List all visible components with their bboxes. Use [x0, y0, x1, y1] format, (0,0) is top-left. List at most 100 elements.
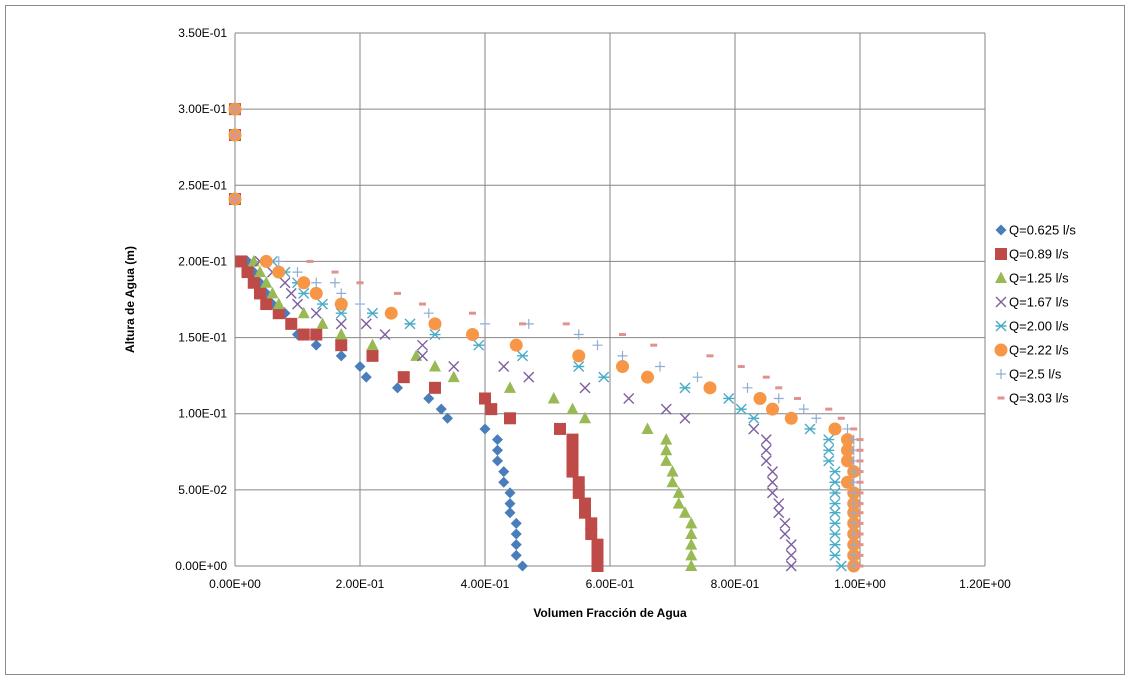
data-point	[811, 413, 822, 424]
x-tick-label: 2.00E-01	[336, 577, 385, 591]
data-point	[335, 307, 347, 319]
data-point	[619, 333, 626, 337]
data-point	[829, 476, 841, 488]
data-point	[366, 349, 379, 362]
data-point	[784, 411, 798, 425]
legend: Q=0.625 l/s Q=0.89 l/s Q=1.25 l/s Q=1.67 l/…	[994, 223, 1076, 406]
data-point	[429, 329, 441, 341]
data-point	[310, 339, 322, 351]
data-point	[417, 350, 428, 362]
data-point	[785, 539, 797, 551]
data-point	[379, 329, 391, 341]
y-axis-tick-labels: 0.00E+00 5.00E-02 1.00E-01 1.50E-01 2.00E-01…	[175, 26, 227, 573]
legend-label: Q=3.03 l/s	[1009, 391, 1069, 406]
data-point	[591, 538, 604, 551]
data-point	[767, 466, 778, 478]
data-point	[336, 288, 347, 299]
legend-marker	[997, 396, 1005, 400]
data-point	[309, 286, 323, 300]
legend-marker	[995, 248, 1007, 260]
data-point	[775, 386, 783, 390]
series-4	[229, 103, 797, 572]
data-point	[510, 549, 522, 561]
x-tick-label: 1.20E+00	[959, 577, 1011, 591]
gridlines	[234, 32, 986, 567]
data-point	[509, 338, 523, 352]
data-point	[260, 298, 273, 311]
data-point	[316, 317, 329, 329]
data-point	[429, 381, 441, 394]
data-point	[623, 392, 635, 404]
data-point	[591, 560, 604, 572]
data-point	[829, 528, 841, 540]
data-point	[272, 297, 285, 310]
data-point	[394, 291, 401, 295]
data-point	[856, 502, 864, 506]
data-point	[829, 507, 841, 519]
data-point	[641, 370, 654, 384]
data-point	[410, 349, 423, 361]
data-point	[828, 422, 842, 436]
data-point	[492, 434, 503, 446]
data-point	[517, 350, 528, 362]
data-point	[241, 266, 254, 279]
legend-label: Q=2.22 l/s	[1009, 343, 1069, 358]
legend-item: Q=0.89 l/s	[995, 247, 1069, 262]
data-point	[504, 412, 516, 425]
legend-item: Q=2.22 l/s	[994, 343, 1069, 358]
data-point	[473, 339, 485, 351]
data-point	[773, 393, 784, 404]
data-point	[331, 270, 339, 274]
x-tick-label: 8.00E-01	[711, 577, 760, 591]
data-point	[254, 287, 266, 300]
data-point	[469, 311, 476, 315]
data-point	[856, 491, 864, 495]
data-point	[231, 133, 239, 137]
data-point	[235, 255, 248, 268]
data-point	[572, 476, 585, 489]
data-point	[247, 276, 260, 289]
data-point	[435, 403, 447, 415]
data-point	[760, 434, 772, 446]
data-point	[660, 403, 672, 415]
data-point	[592, 340, 603, 351]
data-point	[591, 549, 604, 562]
data-point	[598, 371, 610, 383]
data-point	[448, 361, 460, 373]
data-point	[767, 476, 778, 488]
data-point	[655, 361, 665, 372]
data-point	[397, 371, 410, 384]
data-point	[660, 433, 673, 445]
data-point	[417, 339, 428, 351]
data-point	[297, 276, 311, 290]
data-point	[330, 277, 340, 288]
x-axis-title: Volumen Fracción de Agua	[533, 606, 687, 620]
data-point	[566, 402, 579, 415]
y-tick-label: 1.50E-01	[178, 331, 227, 345]
data-point	[479, 392, 491, 405]
legend-marker	[995, 320, 1007, 332]
data-point	[485, 403, 498, 416]
data-point	[735, 403, 747, 415]
data-point	[504, 381, 516, 393]
data-point	[794, 396, 801, 400]
data-point	[856, 480, 864, 484]
data-point	[773, 507, 785, 519]
data-point	[703, 381, 717, 395]
data-point	[785, 560, 797, 572]
data-point	[366, 338, 379, 351]
legend-label: Q=1.67 l/s	[1009, 295, 1069, 310]
data-point	[492, 455, 503, 467]
data-point	[428, 317, 442, 331]
data-point	[766, 402, 779, 416]
data-point	[566, 433, 579, 446]
data-point	[798, 404, 809, 415]
data-point	[829, 466, 841, 478]
data-point	[737, 365, 745, 369]
data-point	[616, 360, 629, 374]
data-point	[723, 392, 735, 404]
data-point	[273, 256, 284, 267]
data-point	[423, 392, 435, 404]
data-point	[310, 307, 322, 319]
data-point	[562, 322, 570, 326]
